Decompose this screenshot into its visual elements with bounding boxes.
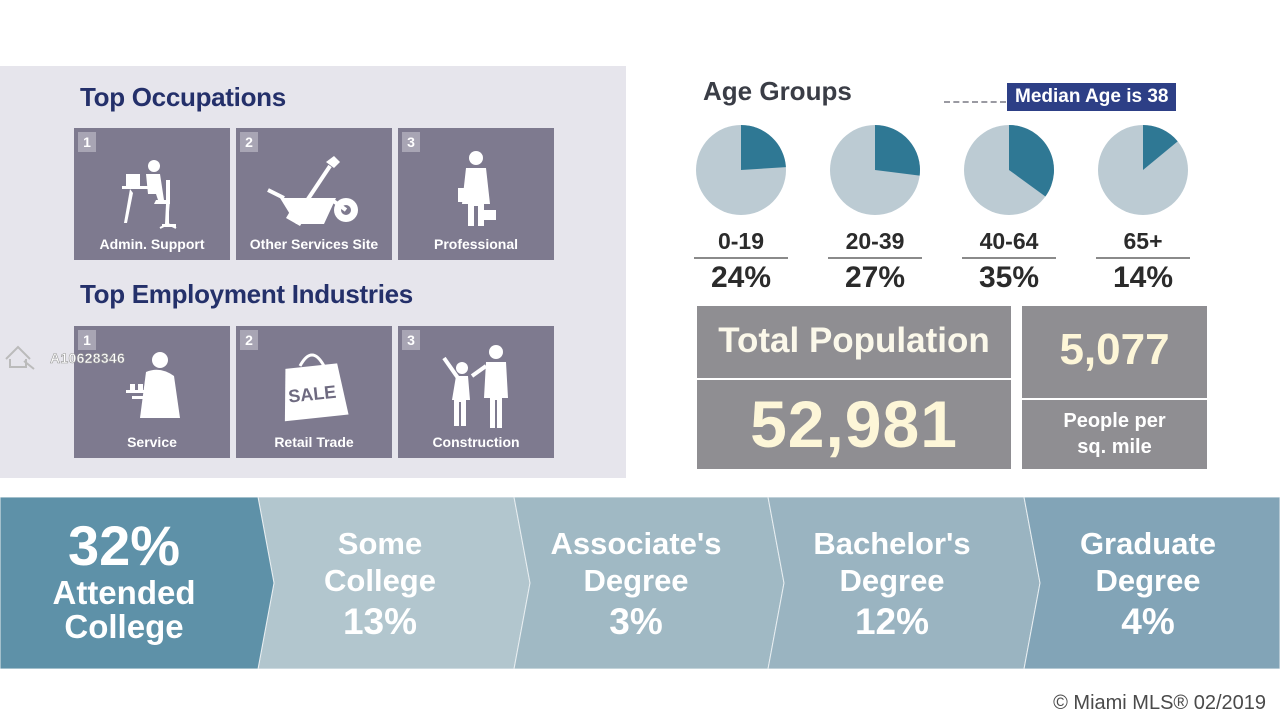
occupation-label: Other Services Site [249,236,379,252]
median-dashed-line [944,101,1006,103]
attended-label-line1: Attended [52,574,196,611]
industry-label: Construction [432,434,520,450]
occupation-tile-2: 2 Other Services Site [236,128,392,260]
education-label-line2: Degree [1095,563,1201,598]
industry-tile-3: 3 Construction [398,326,554,458]
age-group-percent: 35% [978,261,1040,294]
age-group-percent: 24% [710,261,772,294]
age-pie-3-slice [1009,125,1054,197]
age-pie-2-slice [875,125,920,176]
age-group-divider [694,257,788,259]
education-band [0,497,1280,669]
professional-person-icon [458,151,496,226]
occupation-tile-1: 1 Admin. Support [74,128,230,260]
construction-workers-icon [442,345,508,428]
waiter-icon [126,352,180,418]
occupation-label: Admin. Support [99,236,205,252]
education-percent: 12% [854,601,930,642]
density-label-line1: People per [1063,410,1166,432]
education-percent: 3% [609,601,663,642]
office-worker-icon [122,160,177,229]
age-group-percent: 14% [1112,261,1174,294]
total-population-label: Total Population [697,306,1011,378]
rank-badge: 1 [78,330,96,350]
total-population-value: 52,981 [697,380,1011,469]
education-level-4: Graduate Degree 4% [1038,525,1258,645]
age-group-label: 20-39 [845,228,905,254]
attended-college-summary: 32% Attended College [34,516,214,644]
education-level-1: Some College 13% [270,525,490,645]
education-label-line1: Bachelor's [813,526,971,561]
median-age-badge: Median Age is 38 [1007,83,1177,111]
density-label-line2: sq. mile [1077,436,1152,458]
education-segment-2 [513,497,785,669]
education-label-line1: Some [337,526,423,561]
age-group-label: 65+ [1123,228,1163,254]
occupation-label: Professional [433,236,519,252]
attended-label-line2: College [64,608,184,645]
age-pie-1-slice [741,125,786,170]
top-industries-title: Top Employment Industries [80,279,413,309]
rank-badge: 2 [240,330,258,350]
population-density-label: People per sq. mile [1022,400,1207,469]
education-label-line2: College [324,563,436,598]
age-pie-charts [696,125,1188,215]
rank-badge: 3 [402,330,420,350]
age-pie-4-slice [1143,125,1178,170]
education-label-line1: Associate's [550,526,722,561]
education-label-line1: Graduate [1079,526,1217,561]
sale-bag-text: SALE [287,382,337,407]
education-percent: 13% [342,601,418,642]
industry-label: Service [127,434,177,450]
population-density-value: 5,077 [1022,306,1207,398]
age-group-divider [828,257,922,259]
age-groups-title: Age Groups [703,76,852,106]
education-label-line2: Degree [839,563,945,598]
watermark-logo-icon [5,345,35,370]
industry-tile-1: 1 Service [74,326,230,458]
education-level-3: Bachelor's Degree 12% [782,525,1002,645]
education-level-2: Associate's Degree 3% [526,525,746,645]
rank-badge: 3 [402,132,420,152]
industry-label: Retail Trade [274,434,354,450]
education-segment-3 [767,497,1041,669]
education-percent: 4% [1121,601,1175,642]
age-group-divider [962,257,1056,259]
copyright-notice: © Miami MLS® 02/2019 [1053,692,1266,714]
top-occupations-title: Top Occupations [80,82,286,112]
age-group-percent: 27% [844,261,906,294]
age-group-label: 0-19 [717,228,765,254]
occupation-tile-3: 3 Professional [398,128,554,260]
age-group-divider [1096,257,1190,259]
attended-college-percent: 32% [67,514,181,577]
attended-college-segment [0,497,275,669]
education-label-line2: Degree [583,563,689,598]
rank-badge: 1 [78,132,96,152]
wheelbarrow-shovel-icon [267,156,358,226]
rank-badge: 2 [240,132,258,152]
education-segment-4 [1023,497,1280,669]
listing-id-watermark: A10628346 [50,350,126,367]
age-group-label: 40-64 [979,228,1039,254]
sale-bag-icon: SALE [284,353,349,422]
industry-tile-2: SALE 2 Retail Trade [236,326,392,458]
